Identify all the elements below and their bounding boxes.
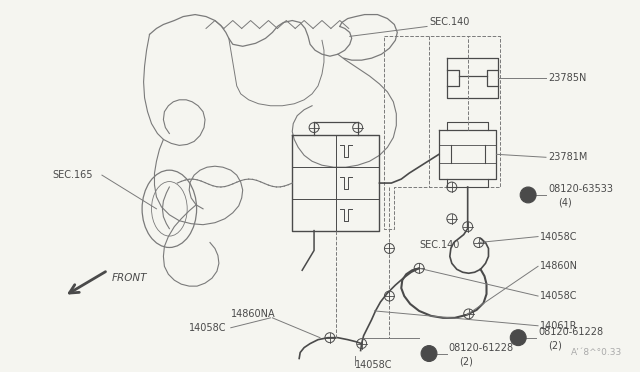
Text: 14058C: 14058C	[540, 232, 577, 241]
Text: B: B	[515, 333, 521, 342]
Circle shape	[421, 346, 437, 362]
Text: SEC.140: SEC.140	[419, 240, 460, 250]
Text: 14058C: 14058C	[189, 323, 227, 333]
Circle shape	[520, 187, 536, 203]
Text: FRONT: FRONT	[112, 273, 147, 283]
Text: 14061R: 14061R	[540, 321, 577, 331]
Text: SEC.165: SEC.165	[52, 170, 93, 180]
Text: 14058C: 14058C	[540, 291, 577, 301]
Text: 08120-61228: 08120-61228	[538, 327, 603, 337]
Text: (2): (2)	[548, 341, 562, 350]
Text: 08120-61228: 08120-61228	[449, 343, 514, 353]
Text: 14058C: 14058C	[355, 360, 392, 371]
Circle shape	[510, 330, 526, 346]
Text: B: B	[426, 349, 432, 358]
Text: 23785N: 23785N	[548, 73, 586, 83]
Text: A’´8^°0.33: A’´8^°0.33	[571, 349, 622, 357]
Text: (4): (4)	[558, 198, 572, 208]
Text: (2): (2)	[459, 356, 472, 366]
Text: 14860N: 14860N	[540, 261, 578, 271]
Text: 23781M: 23781M	[548, 152, 588, 162]
Text: 08120-63533: 08120-63533	[548, 184, 613, 194]
Text: SEC.140: SEC.140	[429, 17, 469, 28]
Text: B: B	[525, 190, 531, 199]
Text: 14860NA: 14860NA	[231, 309, 275, 319]
